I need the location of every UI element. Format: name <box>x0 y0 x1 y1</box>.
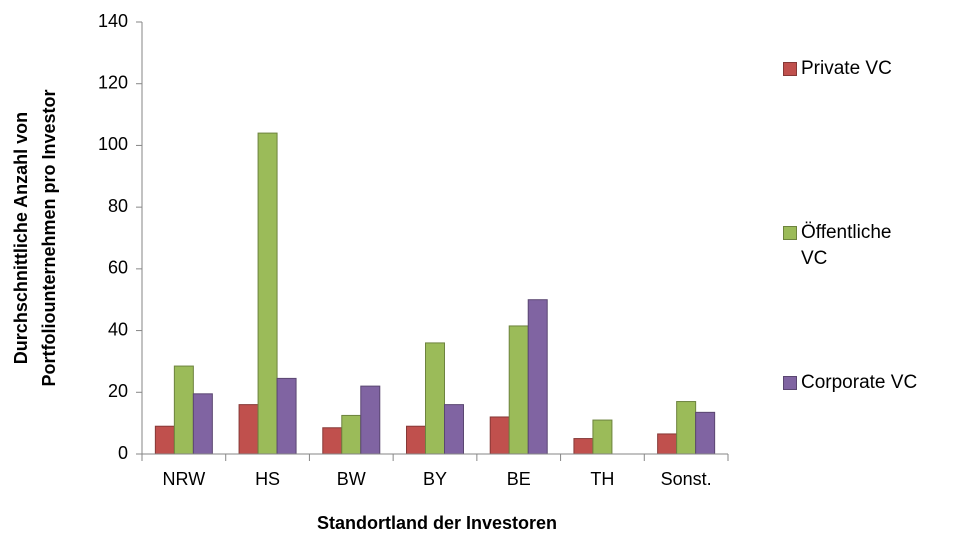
x-tick-label: HS <box>255 469 280 489</box>
x-tick-label: NRW <box>163 469 206 489</box>
y-tick-label: 80 <box>108 196 128 216</box>
bar <box>508 325 529 455</box>
y-tick-label: 20 <box>108 381 128 401</box>
legend-label: Öffentliche VC <box>801 222 892 269</box>
bar <box>573 438 594 455</box>
legend-swatch <box>783 62 797 76</box>
legend-swatch <box>783 376 797 390</box>
x-tick-label: Sonst. <box>661 469 712 489</box>
bar <box>425 342 445 455</box>
bar <box>154 425 175 455</box>
bar <box>238 404 259 455</box>
y-tick-label: 120 <box>98 72 128 92</box>
bar <box>257 132 278 455</box>
y-tick-label: 100 <box>98 134 128 154</box>
y-tick-label: 40 <box>108 319 128 339</box>
bar <box>527 299 548 455</box>
bar <box>657 433 678 455</box>
legend-swatch <box>783 226 797 240</box>
legend-item: Öffentliche VC <box>783 220 919 272</box>
x-axis-title: Standortland der Investoren <box>317 513 557 533</box>
bar <box>173 365 194 455</box>
bar <box>322 427 343 455</box>
y-axis-title: Durchschnittliche Anzahl von <box>11 112 31 364</box>
y-tick-label: 0 <box>118 443 128 463</box>
bar <box>695 411 716 455</box>
x-tick-label: TH <box>590 469 614 489</box>
bar <box>276 377 297 455</box>
bar <box>360 385 381 455</box>
x-tick-label: BE <box>507 469 531 489</box>
bar <box>676 401 697 455</box>
legend-item: Private VC <box>783 56 919 82</box>
legend-label: Corporate VC <box>801 372 918 393</box>
bar <box>592 419 613 455</box>
y-axis-title: Portfoliounternehmen pro Investor <box>39 89 59 386</box>
legend-item: Corporate VC <box>783 370 919 396</box>
x-tick-label: BW <box>337 469 366 489</box>
y-tick-label: 60 <box>108 258 128 278</box>
bar <box>341 414 362 455</box>
bar <box>444 404 464 455</box>
legend-label: Private VC <box>801 58 892 79</box>
y-tick-label: 140 <box>98 11 128 31</box>
bar <box>489 416 510 455</box>
x-tick-label: BY <box>423 469 447 489</box>
bar <box>406 425 426 455</box>
bar <box>192 393 213 455</box>
